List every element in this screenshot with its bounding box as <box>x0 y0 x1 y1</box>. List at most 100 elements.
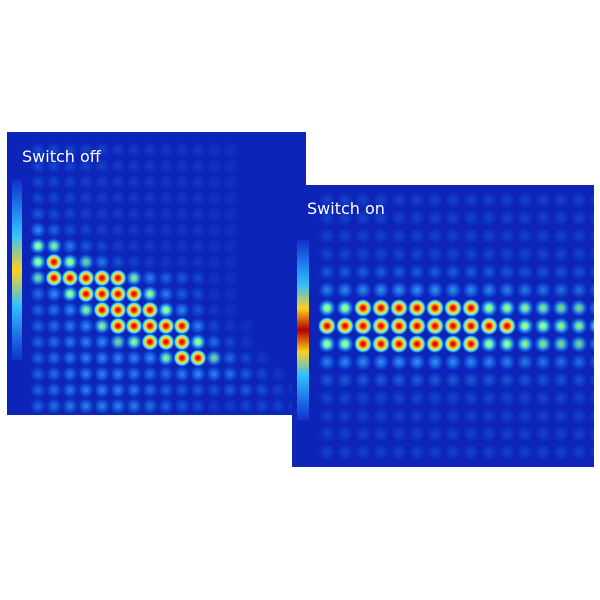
field-spot <box>317 226 337 246</box>
field-spot <box>77 237 95 255</box>
field-spot <box>389 226 409 246</box>
field-spot <box>125 301 143 319</box>
field-spot <box>389 190 409 210</box>
field-spot <box>29 205 47 223</box>
panel-label: Switch on <box>307 199 385 218</box>
field-spot <box>29 381 47 399</box>
field-spot <box>371 262 391 282</box>
field-spot <box>125 365 143 383</box>
field-spot <box>479 406 499 426</box>
field-spot <box>353 388 373 408</box>
field-spot <box>569 388 589 408</box>
field-spot <box>533 352 553 372</box>
field-spot <box>237 333 255 351</box>
field-spot <box>353 208 373 228</box>
field-spot <box>205 221 223 239</box>
field-spot <box>497 388 517 408</box>
field-spot <box>253 349 271 367</box>
field-spot <box>29 157 47 175</box>
field-spot <box>141 237 159 255</box>
field-spot <box>141 221 159 239</box>
field-spot <box>389 370 409 390</box>
field-spot <box>335 388 355 408</box>
field-spot <box>93 349 111 367</box>
field-spot <box>317 424 337 444</box>
field-spot <box>45 365 63 383</box>
field-spot <box>353 226 373 246</box>
field-spot <box>45 301 63 319</box>
field-spot <box>109 365 127 383</box>
field-spot <box>61 189 79 207</box>
field-spot <box>29 189 47 207</box>
field-spot <box>335 280 355 300</box>
field-spot <box>189 301 207 319</box>
field-spot <box>371 370 391 390</box>
field-spot <box>587 352 594 372</box>
field-spot <box>77 381 95 399</box>
field-spot <box>461 226 481 246</box>
field-spot <box>407 424 427 444</box>
field-spot <box>173 301 191 319</box>
field-spot <box>125 189 143 207</box>
field-spot <box>29 173 47 191</box>
field-spot <box>443 370 463 390</box>
field-spot <box>371 226 391 246</box>
field-spot <box>551 226 571 246</box>
field-spot <box>407 190 427 210</box>
field-spot <box>29 269 47 287</box>
field-spot <box>515 262 535 282</box>
field-spot <box>125 157 143 175</box>
field-spot <box>157 189 175 207</box>
field-spot <box>317 280 337 300</box>
field-spot <box>371 334 391 354</box>
source <box>297 240 309 420</box>
field-spot <box>125 317 143 335</box>
field-spot <box>141 365 159 383</box>
field-spot <box>45 237 63 255</box>
field-spot <box>173 157 191 175</box>
field-spot <box>479 388 499 408</box>
field-spot <box>93 237 111 255</box>
field-spot <box>497 334 517 354</box>
field-spot <box>221 301 239 319</box>
field-spot <box>497 244 517 264</box>
field-spot <box>29 253 47 271</box>
field-spot <box>173 269 191 287</box>
field-spot <box>533 442 553 462</box>
field-spot <box>77 221 95 239</box>
field-spot <box>45 269 63 287</box>
field-spot <box>109 205 127 223</box>
field-spot <box>353 352 373 372</box>
field-spot <box>407 244 427 264</box>
field-spot <box>335 316 355 336</box>
field-spot <box>497 316 517 336</box>
field-spot <box>45 141 63 159</box>
field-spot <box>77 189 95 207</box>
field-spot <box>29 317 47 335</box>
field-spot <box>353 406 373 426</box>
field-spot <box>45 285 63 303</box>
field-spot <box>533 406 553 426</box>
field-spot <box>353 334 373 354</box>
field-spot <box>205 397 223 415</box>
field-spot <box>125 381 143 399</box>
field-spot <box>93 269 111 287</box>
field-spot <box>551 388 571 408</box>
field-spot <box>479 226 499 246</box>
field-spot <box>335 208 355 228</box>
field-spot <box>253 365 271 383</box>
field-spot <box>479 298 499 318</box>
field-spot <box>533 388 553 408</box>
field-spot <box>443 424 463 444</box>
field-spot <box>237 349 255 367</box>
field-spot <box>407 388 427 408</box>
field-spot <box>515 190 535 210</box>
field-spot <box>533 424 553 444</box>
field-spot <box>237 381 255 399</box>
field-spot <box>125 237 143 255</box>
field-spot <box>425 334 445 354</box>
field-spot <box>569 208 589 228</box>
field-spot <box>125 253 143 271</box>
field-spot <box>371 298 391 318</box>
